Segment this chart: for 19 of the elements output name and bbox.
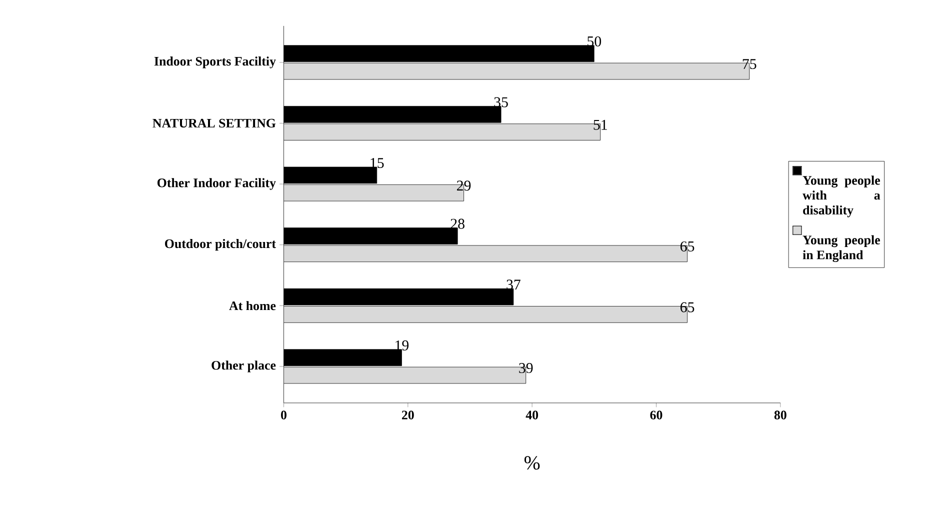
x-tick-label: 0 [281, 410, 286, 420]
legend-label: Young people with a disability [802, 176, 880, 218]
x-tick-label: 20 [402, 410, 414, 420]
y-tick-label: Outdoor pitch/court [165, 239, 276, 251]
y-tick-label: Other Indoor Facility [158, 178, 276, 190]
y-tick-label: NATURAL SETTING [152, 119, 276, 128]
y-tick-label: Indoor Sports Faciltiy [154, 56, 276, 68]
y-tick-label: Other place [212, 360, 276, 372]
data-label: 75 [742, 59, 756, 70]
x-tick-label: 60 [650, 410, 662, 420]
y-tick-label: At home [229, 301, 276, 310]
data-label: 65 [680, 302, 694, 312]
legend-label: Young people in England [802, 235, 880, 262]
x-tick-label: 80 [774, 410, 786, 420]
data-label: 39 [519, 363, 533, 374]
x-axis-title: % [524, 456, 540, 470]
data-label: 29 [456, 180, 471, 191]
x-tick-label: 40 [526, 410, 538, 420]
data-label: 65 [680, 242, 694, 252]
